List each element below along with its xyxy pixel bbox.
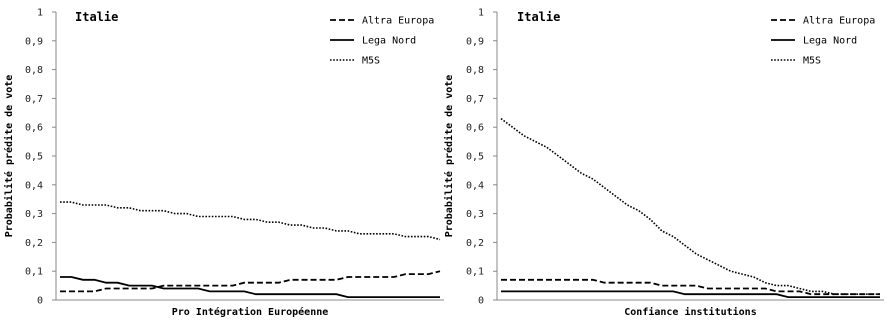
y-tick-label: 0,1 xyxy=(466,267,484,278)
y-tick-label: 1 xyxy=(478,8,484,19)
legend-label-lega-nord: Lega Nord xyxy=(803,36,857,47)
y-tick-label: 1 xyxy=(37,8,43,19)
y-tick-label: 0,7 xyxy=(25,94,43,105)
legend-label-m5s: M5S xyxy=(362,56,380,67)
y-tick-label: 0,2 xyxy=(25,238,43,249)
y-axis-label: Probabilité prédite de vote xyxy=(443,75,455,238)
y-tick-label: 0,8 xyxy=(466,65,484,76)
y-tick-label: 0,9 xyxy=(466,36,484,47)
series-line-altra-europa xyxy=(60,270,441,293)
series-line-lega-nord xyxy=(60,276,440,299)
legend-label-m5s: M5S xyxy=(803,56,821,67)
y-tick-label: 0 xyxy=(478,296,484,307)
y-tick-label: 0,4 xyxy=(25,180,43,191)
y-tick-label: 0,4 xyxy=(466,180,484,191)
y-tick-label: 0,9 xyxy=(25,36,43,47)
y-tick-label: 0,5 xyxy=(25,152,43,163)
y-tick-label: 0 xyxy=(37,296,43,307)
y-axis-label: Probabilité prédite de vote xyxy=(3,75,15,238)
series-line-altra-europa xyxy=(501,278,880,296)
chart-panel-left: 0 0,1 0,2 0,3 0,4 0,5 0,6 0,7 0,8 0,9 1 Italie Pro I… xyxy=(3,8,444,318)
y-tick-label: 0,6 xyxy=(25,123,43,134)
x-axis-label: Confiance institutions xyxy=(624,306,756,318)
series-line-m5s xyxy=(500,117,880,296)
series-line-lega-nord xyxy=(501,290,880,299)
y-tick-label: 0,7 xyxy=(466,94,484,105)
y-tick-label: 0,6 xyxy=(466,123,484,134)
legend-label-lega-nord: Lega Nord xyxy=(362,36,416,47)
series-line-m5s xyxy=(60,201,441,241)
chart-title: Italie xyxy=(517,10,560,24)
y-tick-label: 0,8 xyxy=(25,65,43,76)
y-tick-label: 0,3 xyxy=(25,209,43,220)
chart-title: Italie xyxy=(75,10,118,24)
legend-label-altra-europa: Altra Europa xyxy=(803,16,875,27)
x-axis-label: Pro Intégration Européenne xyxy=(172,306,329,318)
chart-panel-right: 0 0,1 0,2 0,3 0,4 0,5 0,6 0,7 0,8 0,9 1 Italie Confi… xyxy=(443,8,884,318)
y-tick-label: 0,2 xyxy=(466,238,484,249)
y-tick-label: 0,5 xyxy=(466,152,484,163)
y-tick-label: 0,1 xyxy=(25,267,43,278)
legend-label-altra-europa: Altra Europa xyxy=(362,16,434,27)
y-tick-label: 0,3 xyxy=(466,209,484,220)
